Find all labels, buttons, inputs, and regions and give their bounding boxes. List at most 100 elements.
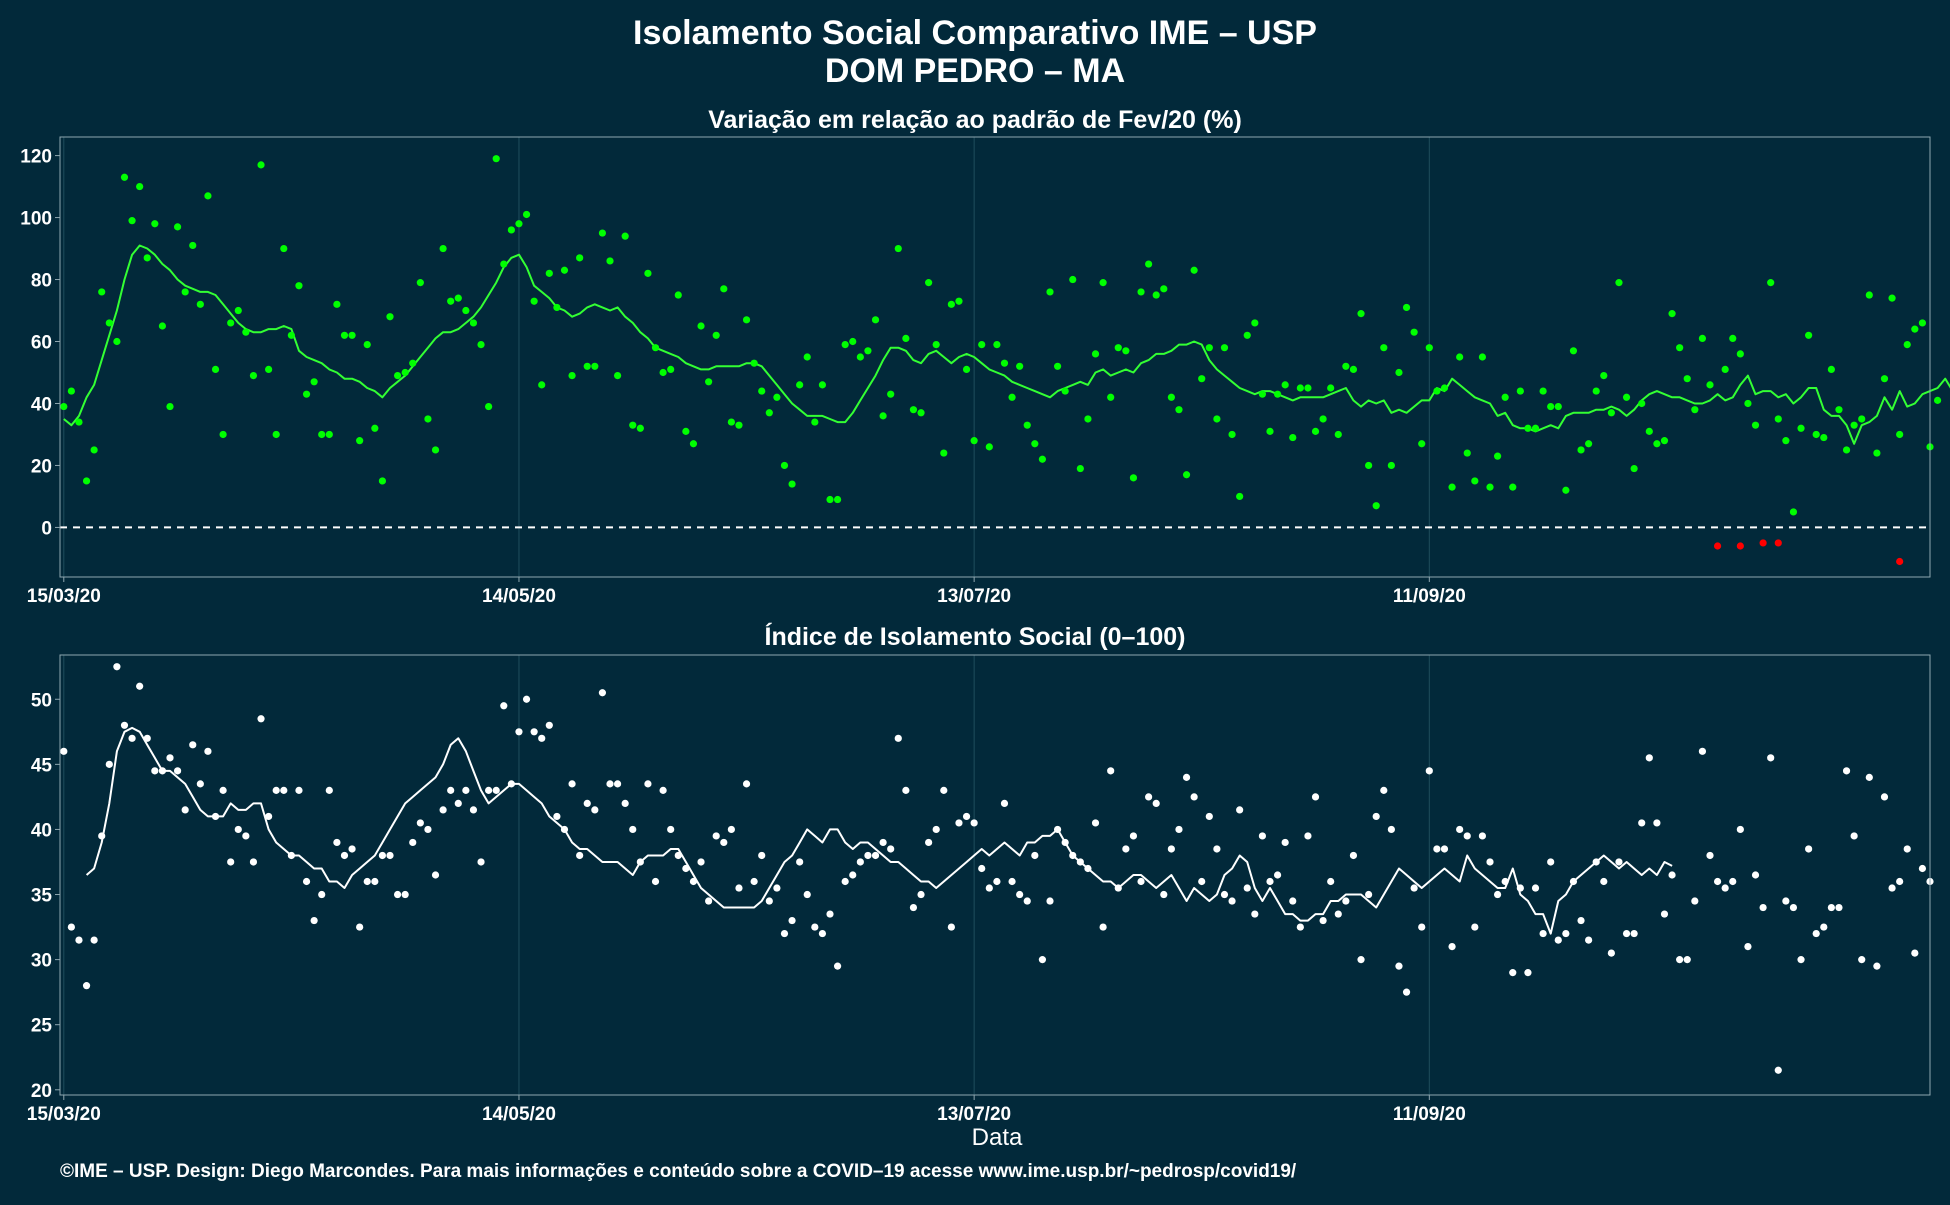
bottom-data-point — [325, 786, 333, 794]
top-data-point — [1273, 390, 1282, 398]
top-data-point — [378, 477, 387, 485]
bottom-data-point — [659, 786, 667, 794]
top-data-point — [1531, 424, 1540, 432]
bottom-data-point — [1767, 754, 1775, 762]
bottom-data-point — [1486, 858, 1494, 866]
top-data-point — [189, 241, 197, 250]
top-ytick-label: 60 — [31, 333, 52, 354]
bottom-data-point — [67, 923, 75, 931]
top-data-point — [1592, 387, 1600, 395]
bottom-data-point — [1531, 884, 1540, 892]
top-data-point — [196, 300, 204, 308]
bottom-data-point — [970, 819, 978, 827]
bottom-data-point — [1501, 877, 1509, 886]
bottom-data-point — [1023, 897, 1031, 905]
bottom-data-point — [1327, 877, 1335, 886]
bottom-data-point — [720, 838, 728, 847]
top-data-point — [530, 297, 538, 305]
top-ytick-label: 20 — [31, 456, 52, 477]
top-data-point — [454, 294, 462, 302]
bottom-data-point — [386, 851, 394, 860]
top-data-point — [1562, 486, 1570, 494]
top-data-point — [151, 220, 159, 228]
top-data-point — [1228, 430, 1236, 439]
bottom-data-point — [940, 786, 948, 794]
bottom-data-point — [758, 851, 766, 860]
top-data-point — [1198, 375, 1206, 383]
top-data-point — [925, 279, 933, 287]
bottom-data-point — [1782, 897, 1790, 905]
bottom-data-point — [1638, 819, 1646, 827]
bottom-data-point — [1418, 923, 1426, 931]
bottom-data-point — [1676, 956, 1684, 964]
bottom-data-point — [1145, 793, 1153, 801]
bottom-data-point — [985, 884, 993, 892]
bottom-ytick-label: 20 — [31, 1081, 52, 1102]
top-data-point — [1615, 279, 1623, 287]
top-data-point — [143, 254, 151, 262]
bottom-data-point — [431, 871, 440, 879]
bottom-data-point — [1220, 890, 1229, 899]
bottom-data-point — [500, 702, 508, 710]
bottom-data-point — [1774, 1066, 1782, 1074]
bottom-data-point — [1865, 773, 1873, 781]
top-data-point — [705, 378, 713, 386]
bottom-data-point — [727, 825, 735, 834]
bottom-data-point — [1456, 825, 1464, 834]
bottom-data-point — [492, 786, 500, 794]
bottom-data-point — [257, 715, 265, 723]
bottom-data-point — [393, 890, 402, 899]
bottom-xtick-label: 15/03/20 — [27, 1104, 101, 1125]
bottom-data-point — [1433, 845, 1441, 853]
top-data-point — [1547, 402, 1555, 411]
top-data-point — [1911, 325, 1919, 333]
top-data-point — [1789, 508, 1798, 516]
top-data-point — [1099, 279, 1107, 287]
top-data-point — [82, 477, 91, 485]
bottom-data-point — [1759, 903, 1767, 912]
bottom-data-point — [310, 916, 318, 925]
bottom-data-point — [803, 890, 811, 899]
top-data-point — [560, 266, 569, 274]
top-data-point — [1676, 344, 1684, 352]
bottom-data-point — [158, 767, 167, 775]
top-data-point — [1061, 387, 1069, 395]
bottom-data-point — [363, 877, 371, 886]
bottom-data-point — [1569, 877, 1578, 886]
bottom-data-point — [1721, 884, 1729, 892]
bottom-data-point — [1607, 949, 1615, 957]
bottom-ytick-label: 45 — [31, 755, 53, 776]
bottom-data-point — [356, 923, 364, 931]
top-data-point — [1076, 464, 1084, 473]
top-data-point — [591, 362, 599, 370]
bottom-data-point — [621, 799, 629, 808]
bottom-data-point — [697, 858, 705, 866]
top-data-point — [841, 341, 849, 349]
top-data-point — [818, 381, 827, 389]
bottom-data-point — [447, 786, 455, 794]
top-data-point — [1539, 387, 1547, 395]
bottom-data-point — [1880, 793, 1889, 801]
bottom-data-point — [530, 728, 538, 736]
bottom-data-point — [1888, 884, 1896, 892]
top-data-point — [67, 387, 75, 395]
bottom-data-point — [682, 864, 690, 873]
bottom-data-point — [378, 851, 387, 860]
top-panel: 0 20 40 60 80 100 120 15/03/20 14/05/20 13/07/20 1… — [20, 136, 1950, 607]
bottom-data-point — [234, 825, 242, 834]
top-data-point — [1569, 347, 1578, 355]
top-data-point — [689, 440, 698, 448]
top-data-point — [803, 353, 811, 361]
top-data-point — [302, 390, 311, 398]
bottom-data-point — [1236, 806, 1244, 814]
bottom-data-point — [1008, 877, 1016, 886]
top-data-point — [545, 269, 553, 277]
top-data-point — [265, 365, 273, 373]
top-data-point — [871, 316, 880, 324]
top-data-point — [1220, 344, 1229, 352]
top-data-point — [272, 430, 280, 439]
bottom-data-point — [1615, 858, 1623, 866]
top-data-point — [1152, 291, 1160, 299]
top-data-point — [416, 279, 424, 287]
